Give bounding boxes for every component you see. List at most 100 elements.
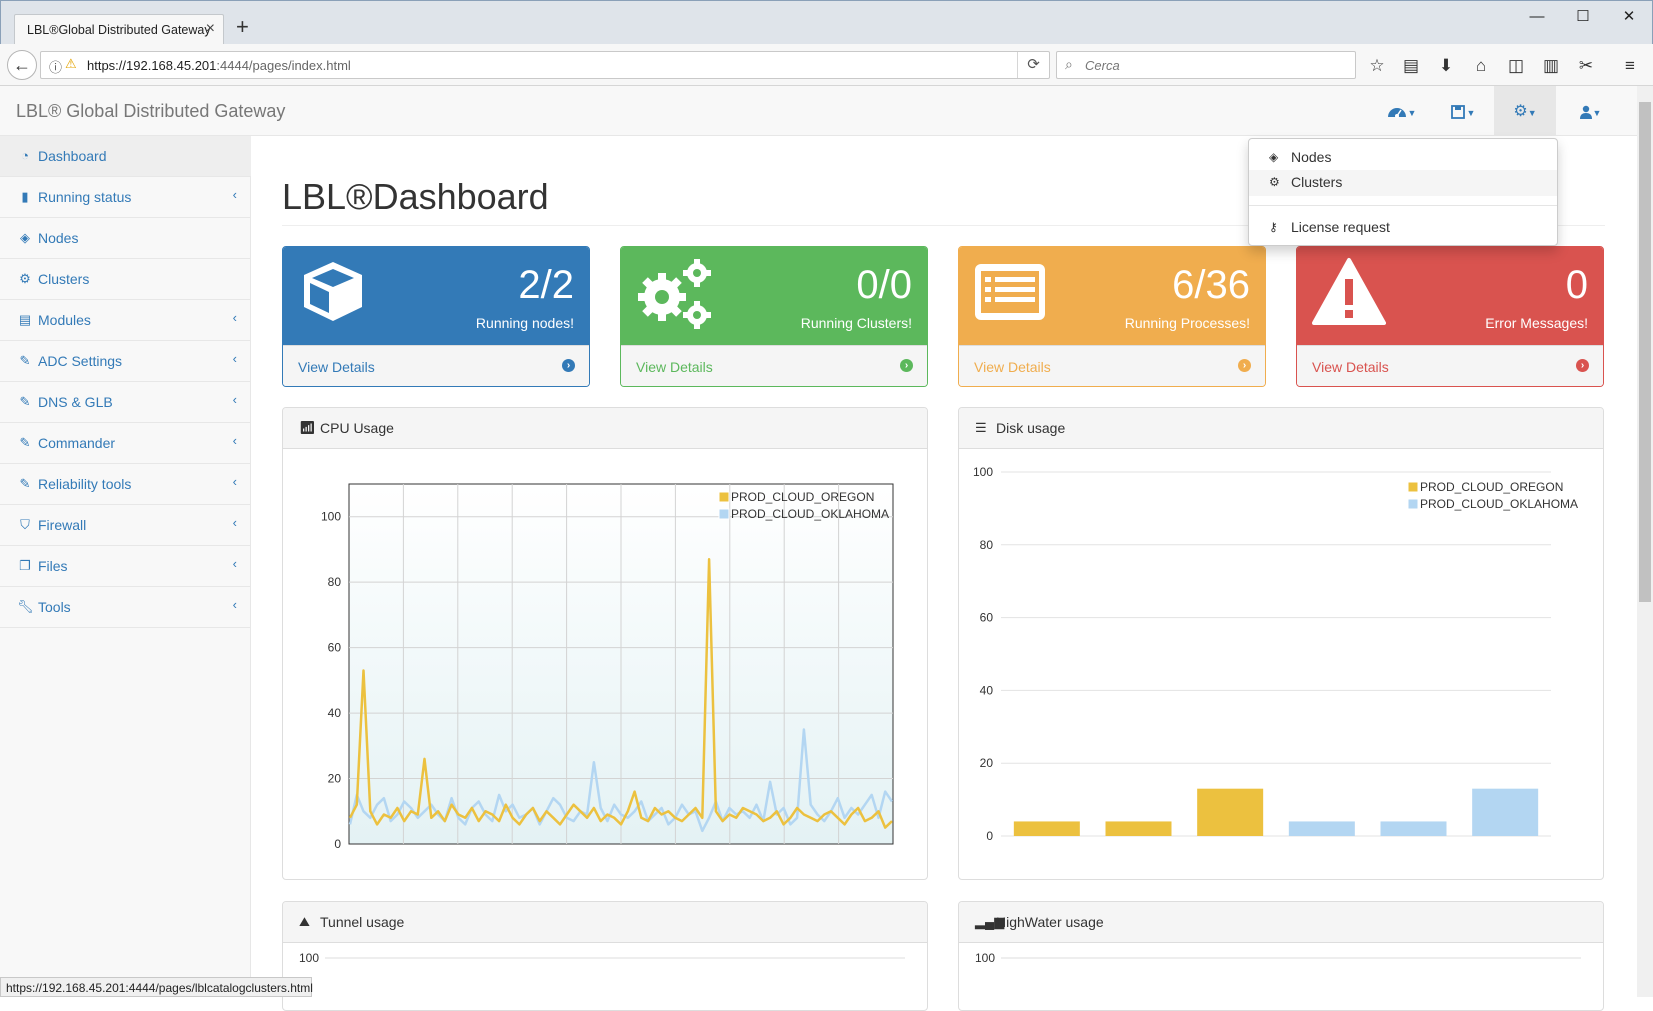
sidebar-item-label: Clusters	[38, 271, 90, 287]
view-details-link[interactable]: View Details	[298, 359, 375, 375]
sidebar-item-running-status[interactable]: ▮ Running status ‹	[0, 177, 251, 218]
close-tab-icon[interactable]: ×	[205, 20, 215, 37]
edit-icon: ✎	[19, 394, 31, 409]
chevron-left-icon: ‹	[232, 474, 237, 489]
minimize-icon[interactable]: —	[1529, 8, 1545, 25]
dropdown-item-clusters[interactable]: ⚙ Clusters	[1249, 170, 1557, 196]
bar-chart-icon: 📶︎	[299, 420, 316, 435]
arrow-circle-right-icon[interactable]: ›	[900, 359, 913, 372]
browser-titlebar	[0, 0, 1653, 44]
sidebar-item-dns-glb[interactable]: ✎ DNS & GLB ‹	[0, 382, 251, 423]
save-menu-toggle[interactable]: ▼	[1432, 86, 1494, 136]
card-header: 6/36 Running Processes!	[959, 247, 1265, 345]
cpu-usage-chart: 0 20 40 60 80 100 PROD_CLOUD_OREGON PROD_CLOU…	[321, 483, 894, 851]
pocket-icon[interactable]: ◫	[1507, 56, 1525, 75]
user-menu-toggle[interactable]: ▼	[1559, 86, 1621, 136]
screenshot-icon[interactable]: ✂	[1578, 56, 1594, 75]
y-tick-label: 80	[980, 538, 994, 552]
info-icon[interactable]: ⓘ	[49, 60, 63, 75]
dashboard-icon	[1387, 108, 1406, 119]
highwater-usage-chart: 100	[975, 951, 1581, 965]
search-input[interactable]: ⌕ Cerca	[1056, 51, 1356, 79]
tunnel-usage-panel: ⛰ Tunnel usage 100	[282, 901, 928, 1011]
y-tick-label: 100	[975, 951, 995, 965]
disk-usage-panel: ☰ Disk usage 0 20 40 60 80 100 PROD_CLOUD_ORE…	[958, 407, 1604, 880]
chevron-left-icon: ‹	[232, 187, 237, 202]
new-tab-icon[interactable]: +	[236, 14, 249, 39]
card-footer[interactable]: View Details ›	[283, 345, 589, 386]
sidebar-item-label: Dashboard	[38, 148, 107, 164]
sidebar-item-dashboard[interactable]: ◔ Dashboard	[0, 136, 251, 177]
dashboard-menu-toggle[interactable]: ▼	[1370, 86, 1432, 136]
view-details-link[interactable]: View Details	[636, 359, 713, 375]
card-footer[interactable]: View Details ›	[959, 345, 1265, 386]
window-close-icon[interactable]: ✕	[1622, 8, 1636, 25]
legend-label: PROD_CLOUD_OREGON	[1420, 480, 1563, 494]
legend-label: PROD_CLOUD_OKLAHOMA	[731, 507, 889, 521]
arrow-circle-right-icon[interactable]: ›	[562, 359, 575, 372]
chevron-left-icon: ‹	[232, 351, 237, 366]
floppy-icon	[1450, 105, 1465, 120]
sidebar-item-nodes[interactable]: ◈ Nodes	[0, 218, 251, 259]
home-icon[interactable]: ⌂	[1475, 56, 1487, 75]
reading-list-icon[interactable]: ▤	[1402, 56, 1420, 75]
bookmark-star-icon[interactable]: ☆	[1369, 56, 1385, 75]
y-tick-label: 20	[328, 772, 342, 786]
sidebar-item-modules[interactable]: ▤ Modules ‹	[0, 300, 251, 341]
sidebar-item-label: DNS & GLB	[38, 394, 113, 410]
dropdown-item-nodes[interactable]: ◈ Nodes	[1249, 145, 1557, 171]
browser-tab[interactable]: LBL®Global Distributed Gateway ×	[14, 14, 224, 44]
dropdown-item-license-request[interactable]: ⚷ License request	[1249, 215, 1557, 241]
edit-icon: ✎	[19, 435, 31, 450]
panel-heading: 📶︎ CPU Usage	[283, 408, 927, 449]
back-icon[interactable]: ←	[7, 50, 37, 80]
sidebar-toggle-icon[interactable]: ▥	[1542, 56, 1560, 75]
cube-icon: ◈	[20, 230, 30, 245]
sidebar: ◔ Dashboard ▮ Running status ‹ ◈ Nodes ⚙…	[0, 136, 251, 997]
sidebar-item-label: Files	[38, 558, 68, 574]
sidebar-item-firewall[interactable]: ⛉ Firewall ‹	[0, 505, 251, 546]
view-details-link[interactable]: View Details	[1312, 359, 1389, 375]
sidebar-item-tools[interactable]: 🔧︎ Tools ‹	[0, 587, 251, 628]
card-value: 2/2	[518, 263, 574, 307]
cpu-usage-panel: 📶︎ CPU Usage 0 20 40 60 80 100 PROD_CLOUD_ORE…	[282, 407, 928, 880]
url-bar[interactable]: ⓘ ⚠ https://192.168.45.201:4444/pages/in…	[40, 51, 1050, 79]
url-text[interactable]: https://192.168.45.201:4444/pages/index.…	[87, 58, 351, 73]
sidebar-item-clusters[interactable]: ⚙ Clusters	[0, 259, 251, 300]
insecure-lock-icon[interactable]: ⚠	[65, 56, 77, 71]
reload-icon[interactable]: ⟳	[1017, 52, 1049, 78]
card-header: 0 Error Messages!	[1297, 247, 1603, 345]
app-brand[interactable]: LBL® Global Distributed Gateway	[16, 101, 286, 121]
chevron-left-icon: ‹	[232, 597, 237, 612]
panel-title: HighWater usage	[996, 914, 1104, 930]
bar-prod-cloud-oregon	[1197, 788, 1264, 836]
legend-swatch	[1407, 481, 1419, 493]
sidebar-item-commander[interactable]: ✎ Commander ‹	[0, 423, 251, 464]
search-placeholder: Cerca	[1085, 58, 1120, 73]
card-footer[interactable]: View Details ›	[621, 345, 927, 386]
maximize-icon[interactable]: ☐	[1576, 8, 1590, 25]
download-icon[interactable]: ⬇	[1438, 56, 1454, 75]
bar-chart-icon: ▮	[21, 189, 29, 204]
arrow-circle-right-icon[interactable]: ›	[1238, 359, 1251, 372]
legend-swatch	[718, 491, 730, 503]
panel-title: Tunnel usage	[320, 914, 405, 930]
sidebar-item-adc-settings[interactable]: ✎ ADC Settings ‹	[0, 341, 251, 382]
arrow-circle-right-icon[interactable]: ›	[1576, 359, 1589, 372]
legend-swatch	[718, 508, 730, 520]
sidebar-item-label: Running status	[38, 189, 132, 205]
settings-menu-toggle[interactable]: ⚙▼	[1494, 86, 1556, 136]
sidebar-item-files[interactable]: ❐ Files ‹	[0, 546, 251, 587]
menu-icon[interactable]: ≡	[1625, 56, 1635, 75]
card-label: Running nodes!	[475, 315, 574, 331]
files-icon: ❐	[19, 558, 31, 573]
card-label: Running Clusters!	[800, 315, 912, 331]
wrench-icon: 🔧︎	[17, 599, 34, 614]
user-icon	[1579, 106, 1592, 120]
view-details-link[interactable]: View Details	[974, 359, 1051, 375]
scrollbar-thumb[interactable]	[1639, 102, 1651, 602]
edit-icon: ✎	[19, 476, 31, 491]
card-footer[interactable]: View Details ›	[1297, 345, 1603, 386]
sidebar-item-reliability-tools[interactable]: ✎ Reliability tools ‹	[0, 464, 251, 505]
database-icon: ☰	[975, 420, 987, 435]
